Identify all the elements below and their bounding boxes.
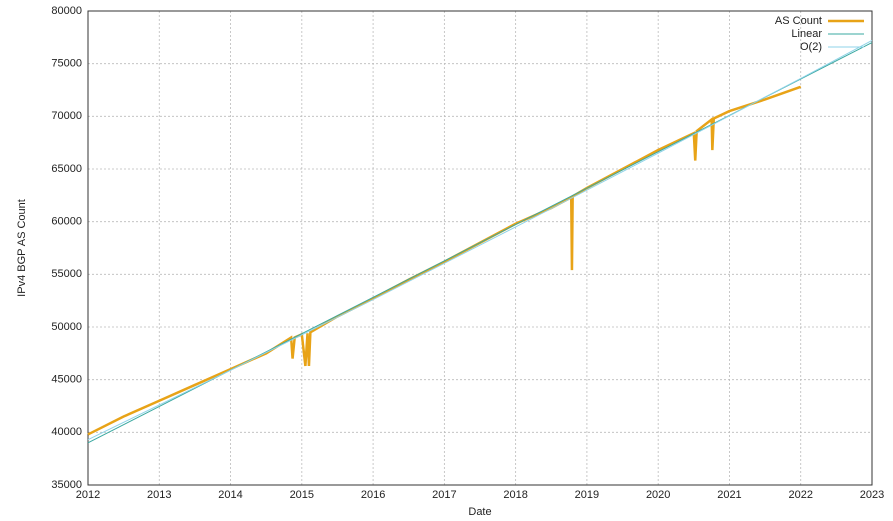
x-tick-label: 2019 <box>575 489 599 501</box>
y-tick-label: 40000 <box>51 426 82 438</box>
x-tick-label: 2018 <box>503 489 527 501</box>
legend-label: Linear <box>791 28 822 40</box>
x-tick-label: 2013 <box>147 489 171 501</box>
x-axis-label: Date <box>468 506 491 518</box>
x-tick-label: 2017 <box>432 489 456 501</box>
x-tick-label: 2016 <box>361 489 385 501</box>
series-line <box>87 40 873 441</box>
y-tick-label: 70000 <box>51 110 82 122</box>
y-tick-label: 35000 <box>51 479 82 491</box>
x-tick-label: 2015 <box>290 489 314 501</box>
x-tick-label: 2023 <box>860 489 884 501</box>
y-tick-label: 55000 <box>51 268 82 280</box>
y-tick-label: 65000 <box>51 163 82 175</box>
x-tick-label: 2014 <box>218 489 242 501</box>
x-tick-label: 2012 <box>76 489 100 501</box>
y-tick-label: 50000 <box>51 321 82 333</box>
x-tick-label: 2021 <box>717 489 741 501</box>
plot-frame <box>87 10 873 486</box>
legend-label: AS Count <box>775 15 822 27</box>
y-tick-label: 75000 <box>51 58 82 70</box>
y-tick-label: 45000 <box>51 374 82 386</box>
y-axis-label: IPv4 BGP AS Count <box>16 199 28 297</box>
legend-label: O(2) <box>800 41 822 53</box>
x-tick-label: 2022 <box>788 489 812 501</box>
y-tick-label: 60000 <box>51 216 82 228</box>
x-tick-label: 2020 <box>646 489 670 501</box>
y-tick-label: 80000 <box>51 5 82 17</box>
